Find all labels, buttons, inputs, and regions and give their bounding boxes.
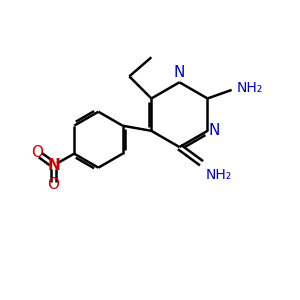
Text: N: N	[47, 158, 60, 173]
Text: O: O	[32, 145, 44, 160]
Text: N: N	[174, 65, 185, 80]
Text: NH₂: NH₂	[237, 81, 263, 95]
Text: O: O	[48, 177, 60, 192]
Text: N: N	[209, 123, 220, 138]
Text: NH₂: NH₂	[206, 168, 232, 182]
